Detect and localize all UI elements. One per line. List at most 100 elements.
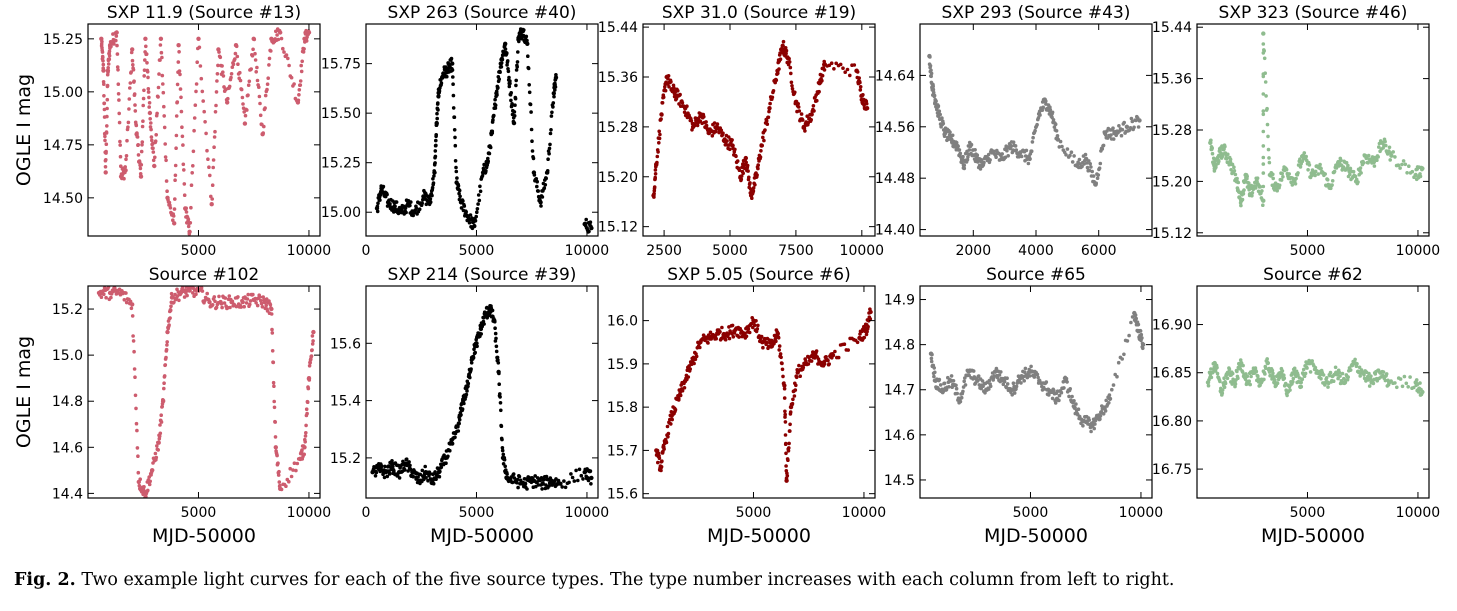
data-point	[1271, 371, 1275, 376]
data-point	[189, 183, 194, 187]
data-point	[1088, 162, 1092, 166]
data-point	[408, 463, 412, 468]
data-point	[281, 46, 285, 51]
data-point	[1051, 118, 1056, 122]
data-point	[258, 101, 262, 106]
data-point	[747, 175, 751, 180]
data-point	[556, 478, 561, 483]
data-point	[233, 57, 237, 61]
data-point	[1261, 184, 1266, 189]
data-point	[180, 134, 185, 139]
data-point	[1316, 172, 1320, 176]
data-point	[809, 118, 813, 122]
data-point	[815, 98, 819, 103]
data-point	[453, 135, 457, 140]
data-point	[1258, 185, 1263, 189]
data-point	[516, 485, 520, 490]
data-point	[239, 87, 244, 92]
data-point	[529, 127, 534, 132]
data-point	[535, 179, 539, 184]
data-point	[115, 43, 119, 48]
data-point	[375, 204, 380, 209]
data-point	[1082, 162, 1086, 166]
data-point	[179, 95, 183, 100]
data-point	[786, 449, 791, 453]
data-point	[1266, 134, 1270, 139]
x-tick-label: 5000	[1013, 505, 1049, 521]
data-point	[116, 82, 121, 86]
data-point	[785, 474, 790, 478]
data-point	[435, 122, 439, 126]
data-point	[788, 429, 792, 433]
y-tick-label: 14.6	[52, 440, 83, 456]
data-point	[146, 90, 151, 94]
data-point	[251, 47, 255, 52]
data-point	[171, 218, 175, 222]
data-point	[1261, 31, 1266, 36]
data-point	[136, 470, 141, 475]
data-point	[1109, 133, 1113, 137]
data-point	[106, 62, 111, 66]
data-point	[1359, 171, 1363, 175]
data-point	[253, 58, 258, 62]
data-point	[1407, 164, 1411, 168]
data-point	[420, 468, 425, 473]
data-point	[977, 163, 982, 168]
data-point	[754, 319, 758, 323]
data-point	[273, 435, 278, 439]
data-point	[436, 108, 440, 112]
data-point	[265, 82, 270, 86]
data-point	[115, 65, 120, 69]
x-tick-label: 5000	[459, 505, 495, 521]
data-point	[1040, 108, 1045, 112]
data-point	[764, 119, 769, 123]
data-point	[806, 362, 811, 366]
data-point	[1261, 155, 1266, 160]
data-point	[765, 122, 770, 126]
data-point	[858, 85, 863, 89]
data-point	[298, 79, 303, 83]
y-tick-label: 15.8	[607, 400, 638, 416]
data-point	[522, 481, 528, 486]
data-point	[732, 331, 737, 335]
axes-frame	[365, 23, 599, 237]
data-point	[299, 69, 304, 74]
data-point	[169, 291, 174, 296]
data-point	[286, 56, 290, 61]
data-point	[437, 89, 442, 93]
data-point	[975, 378, 980, 383]
data-point	[212, 295, 217, 299]
data-point	[787, 446, 791, 450]
data-point	[951, 379, 956, 383]
data-point	[304, 39, 309, 43]
data-point	[975, 153, 980, 157]
data-point	[1064, 376, 1069, 381]
data-point	[378, 198, 382, 202]
data-point	[513, 96, 518, 101]
data-point	[139, 163, 144, 167]
data-point	[1277, 183, 1282, 188]
data-point	[185, 293, 189, 298]
data-point	[949, 374, 954, 378]
data-point	[311, 329, 316, 335]
data-point	[589, 225, 594, 231]
data-point	[1262, 377, 1266, 382]
data-point	[1358, 374, 1362, 378]
data-point	[130, 314, 135, 318]
data-point	[809, 359, 814, 363]
data-point	[706, 341, 710, 345]
data-point	[124, 154, 129, 158]
data-point	[275, 453, 279, 458]
data-point	[267, 299, 271, 303]
data-point	[771, 89, 776, 93]
data-point	[173, 163, 178, 168]
data-point	[269, 312, 274, 316]
data-point	[1120, 127, 1125, 132]
data-point	[462, 401, 466, 406]
data-point	[1081, 424, 1085, 428]
data-point	[503, 41, 508, 46]
axes-frame	[87, 23, 321, 237]
data-point	[104, 295, 108, 300]
data-point	[1068, 387, 1072, 391]
y-tick-label: 15.2	[52, 302, 83, 318]
